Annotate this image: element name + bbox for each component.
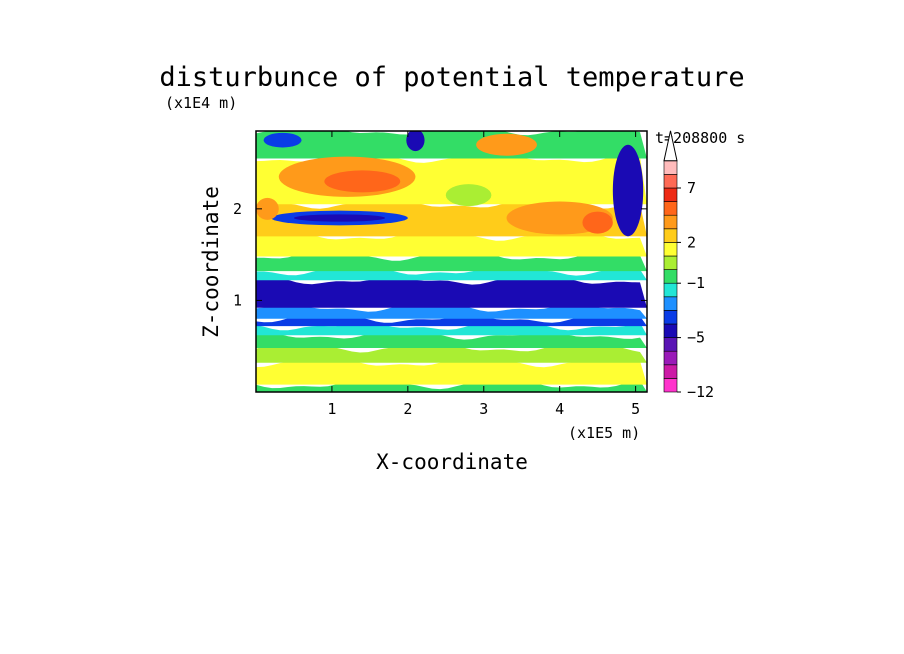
colorbar-swatch [663, 201, 678, 216]
time-label: t=208800 s [655, 129, 745, 147]
contour-band [256, 358, 647, 385]
x-tick-label: 2 [403, 400, 412, 418]
colorbar-swatch [663, 282, 678, 298]
y-axis-label: Z-coordinate [199, 186, 223, 338]
colorbar-swatch [663, 269, 678, 284]
x-tick-label: 1 [327, 400, 336, 418]
colorbar-swatch [663, 255, 678, 270]
contour-band [256, 131, 647, 159]
colorbar-swatch [663, 310, 678, 325]
contour-band [256, 252, 647, 272]
y-axis-ticks: 12 [233, 200, 647, 309]
plot-frame [255, 130, 648, 393]
y-scale-label: (x1E4 m) [165, 94, 237, 112]
contour-feature [445, 184, 492, 207]
colorbar-label: −1 [687, 274, 705, 292]
contour-feature [293, 214, 386, 222]
contour-band [256, 303, 647, 319]
colorbar-swatch [663, 296, 678, 311]
colorbar-swatch [663, 160, 678, 175]
colorbar-swatch [663, 228, 678, 243]
contour-band [256, 232, 647, 257]
colorbar-label: −12 [687, 383, 714, 401]
chart-title: disturbunce of potential temperature [159, 62, 744, 93]
contour-feature [256, 197, 279, 220]
contour-field [256, 131, 647, 392]
colorbar-label: 7 [687, 179, 696, 197]
colorbar-swatch [663, 174, 678, 189]
y-tick-label: 1 [233, 291, 242, 309]
x-axis-ticks: 1 2 3 4 5 [327, 131, 640, 418]
contour-feature [476, 133, 537, 156]
x-tick-label: 3 [479, 400, 488, 418]
colorbar-swatch [663, 214, 678, 230]
colorbar-swatch [663, 337, 678, 352]
x-tick-label: 5 [631, 400, 640, 418]
colorbar-swatch [663, 323, 678, 338]
colorbar-extend-arrow [663, 130, 678, 162]
colorbar-swatch [663, 187, 678, 202]
colorbar-swatch [663, 364, 678, 379]
colorbar: 7 2 −1 −5 −12 [663, 130, 714, 401]
contour-band [256, 275, 647, 308]
colorbar-label: −5 [687, 329, 705, 347]
colorbar-swatch [663, 378, 678, 393]
x-scale-label: (x1E5 m) [568, 424, 640, 442]
x-tick-label: 4 [555, 400, 564, 418]
contour-feature [263, 132, 302, 148]
x-axis-label: X-coordinate [376, 450, 528, 474]
contour-feature [612, 144, 644, 237]
contour-feature [582, 211, 613, 234]
colorbar-swatch [663, 350, 678, 366]
colorbar-swatch [663, 242, 678, 257]
y-tick-label: 2 [233, 200, 242, 218]
contour-feature [324, 170, 401, 193]
colorbar-label: 2 [687, 233, 696, 251]
contour-feature [406, 131, 425, 152]
contour-band [256, 343, 647, 363]
